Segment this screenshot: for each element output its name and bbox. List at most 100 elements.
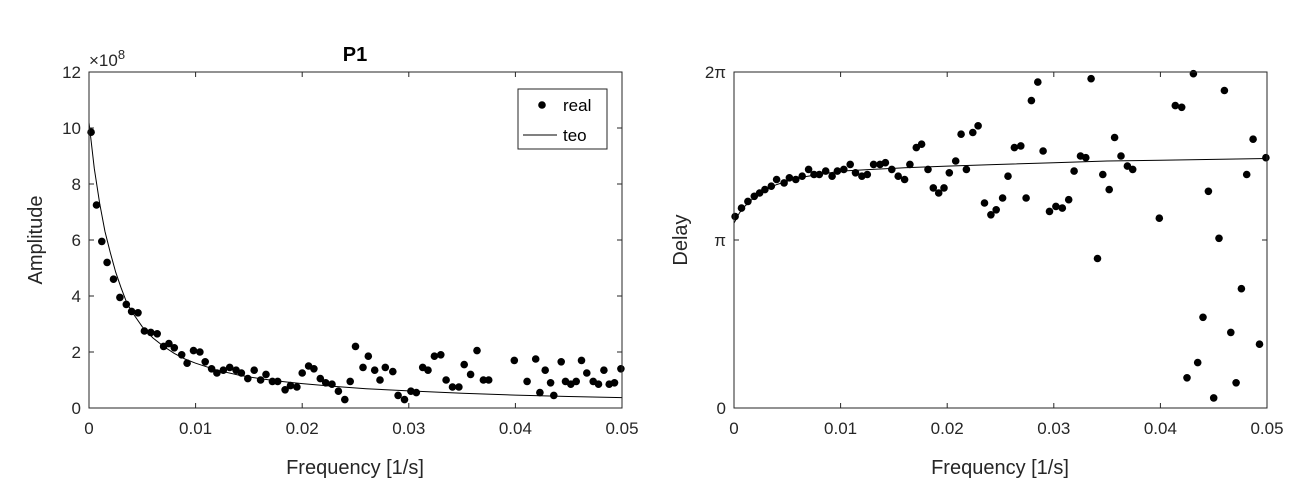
data-point xyxy=(256,376,265,384)
data-point xyxy=(389,367,397,376)
data-point xyxy=(924,165,932,174)
data-point xyxy=(987,211,995,219)
data-point xyxy=(917,140,926,148)
data-point xyxy=(1215,234,1223,243)
data-point xyxy=(376,376,384,384)
y-tick-label: π xyxy=(714,231,726,250)
data-point xyxy=(400,395,409,404)
data-point xyxy=(1242,170,1251,179)
data-point xyxy=(165,339,173,348)
data-point xyxy=(1039,147,1047,155)
data-point xyxy=(840,165,848,174)
data-point xyxy=(183,359,191,368)
y-multiplier: ×108 xyxy=(89,47,125,70)
data-point xyxy=(617,365,625,373)
data-point xyxy=(341,395,349,404)
data-point xyxy=(934,189,943,197)
y-tick-label: 0 xyxy=(717,399,726,418)
data-point xyxy=(1022,194,1030,202)
data-point xyxy=(98,237,106,246)
data-point xyxy=(225,363,234,372)
data-point xyxy=(541,366,549,375)
x-tick-label: 0.03 xyxy=(392,419,425,438)
data-point xyxy=(594,380,603,389)
data-point xyxy=(442,376,450,384)
data-point xyxy=(455,383,463,391)
data-point xyxy=(969,128,977,137)
legend-box xyxy=(517,88,608,150)
data-point xyxy=(546,379,555,387)
data-point xyxy=(1070,167,1078,175)
data-point xyxy=(298,369,307,377)
data-point xyxy=(268,377,277,386)
data-point xyxy=(381,363,390,372)
data-point xyxy=(804,165,813,174)
legend-label-teo: teo xyxy=(563,126,587,145)
y-tick-label: 12 xyxy=(62,63,81,82)
data-point xyxy=(1227,328,1235,337)
data-point xyxy=(1209,394,1218,402)
data-point xyxy=(888,165,896,174)
data-point xyxy=(1117,152,1125,160)
data-point xyxy=(122,300,131,309)
data-point xyxy=(833,167,842,175)
data-point xyxy=(466,370,475,379)
data-point xyxy=(962,165,971,174)
data-point xyxy=(737,204,746,212)
legend-label-real: real xyxy=(563,96,591,115)
data-point xyxy=(992,206,1000,214)
data-point xyxy=(1105,185,1113,194)
y-tick-label: 10 xyxy=(62,119,81,138)
data-point xyxy=(951,157,960,165)
data-point xyxy=(140,327,149,335)
data-point xyxy=(87,128,95,136)
data-point xyxy=(1155,214,1164,222)
series-line-fit xyxy=(734,158,1267,224)
data-point xyxy=(1058,204,1067,212)
data-point xyxy=(557,358,565,366)
data-point xyxy=(1189,69,1198,78)
data-point xyxy=(370,366,379,375)
data-point xyxy=(92,201,101,209)
amplitude-plot-area xyxy=(87,122,625,404)
data-point xyxy=(1232,379,1240,387)
data-point xyxy=(772,175,781,184)
data-point xyxy=(346,377,355,386)
legend: real teo xyxy=(517,88,608,150)
data-point xyxy=(583,369,591,377)
data-point xyxy=(460,360,469,369)
data-point xyxy=(906,160,914,169)
data-point xyxy=(412,388,421,397)
data-point xyxy=(473,346,481,355)
data-point xyxy=(1082,153,1090,162)
data-point xyxy=(863,170,872,179)
y-tick-label: 2π xyxy=(705,63,726,82)
data-point xyxy=(359,363,367,372)
data-point xyxy=(1093,254,1102,263)
data-point xyxy=(1087,74,1095,83)
data-point xyxy=(103,258,111,267)
data-point xyxy=(196,348,204,356)
data-point xyxy=(1171,101,1180,110)
y-tick-label: 8 xyxy=(72,175,81,194)
data-point xyxy=(869,160,878,169)
data-point xyxy=(262,370,270,379)
delay-x-axis-label: Frequency [1/s] xyxy=(931,457,1069,479)
data-point xyxy=(523,377,531,386)
data-point xyxy=(1183,374,1191,382)
data-point xyxy=(1052,202,1060,211)
data-point xyxy=(1017,142,1025,150)
data-point xyxy=(846,160,854,169)
x-tick-label: 0.01 xyxy=(179,419,212,438)
data-point xyxy=(437,351,445,359)
data-point xyxy=(810,170,818,179)
data-point xyxy=(321,379,330,387)
x-tick-label: 0.05 xyxy=(1250,419,1283,438)
data-point xyxy=(334,387,343,396)
x-tick-label: 0.02 xyxy=(931,419,964,438)
data-point xyxy=(134,309,142,317)
data-point xyxy=(998,194,1007,202)
data-point xyxy=(780,179,788,187)
y-tick-label: 6 xyxy=(72,231,81,250)
x-tick-label: 0 xyxy=(84,419,93,438)
